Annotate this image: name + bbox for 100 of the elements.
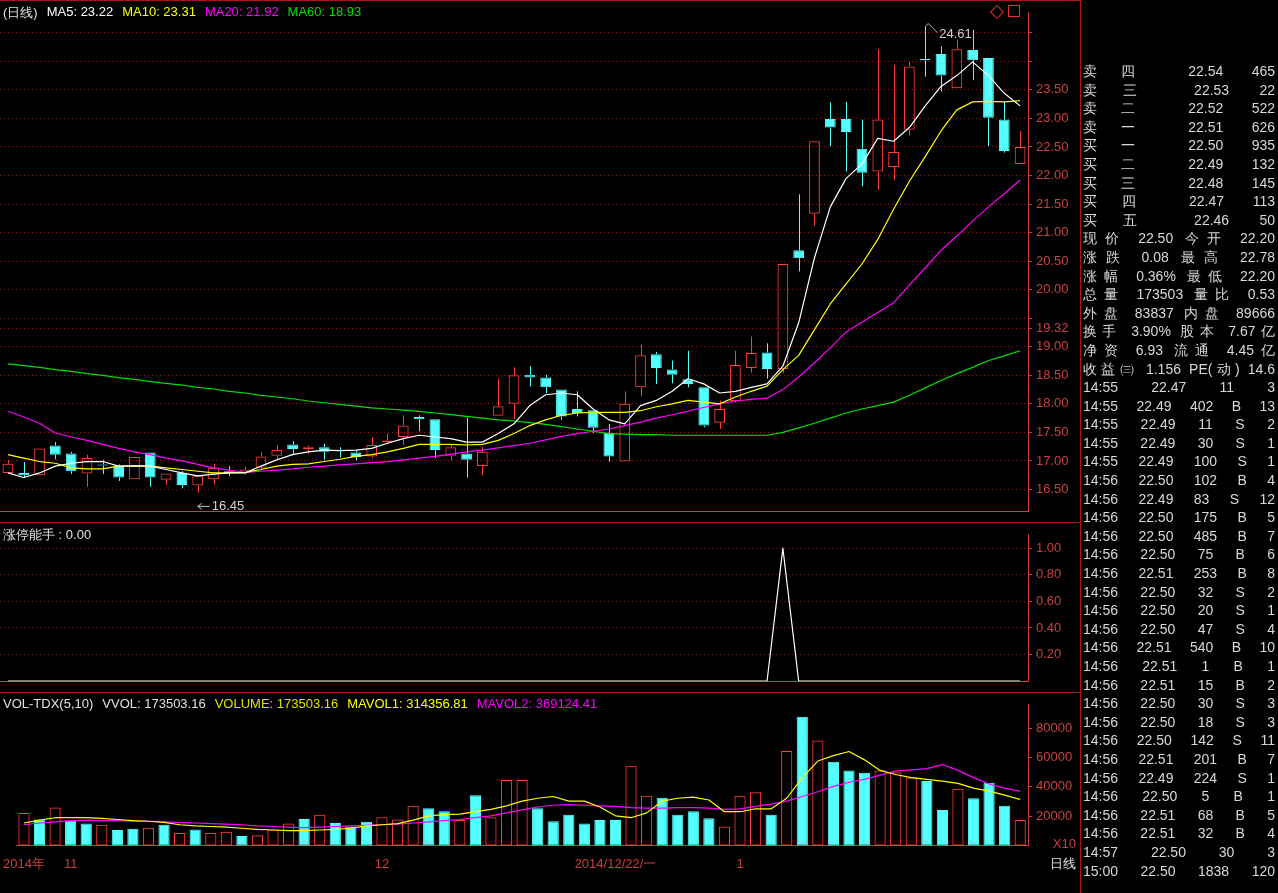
text: 14:56 22.50 32 S 2 [1083, 582, 1275, 602]
y-tick-label: 22.00 [1036, 167, 1069, 183]
x-tick-label: 2014年 [3, 855, 45, 871]
text: 14:56 22.50 30 S 3 [1083, 694, 1275, 713]
text: 14:56 22.51 540 B 10 [1083, 638, 1275, 657]
y-tick-label: 0.20 [1036, 646, 1062, 662]
text: 涨幅 0.36% 最低 22.20 [1083, 266, 1275, 286]
y-tick-label: 19.00 [1036, 338, 1069, 354]
bar [80, 823, 92, 846]
candlestick [793, 193, 805, 272]
bar [438, 811, 450, 846]
candlestick [935, 45, 947, 93]
text: 14:56 22.50 175 B 5 [1083, 508, 1275, 527]
y-tick-label: 0.60 [1036, 592, 1062, 608]
bar [563, 814, 575, 846]
text: 现价 22.50 今开 22.20 [1083, 229, 1275, 248]
text: 买一 22.50 935 [1083, 136, 1275, 155]
bar [983, 782, 995, 846]
bar [547, 821, 559, 846]
bar [65, 820, 77, 846]
y-tick-label: 23.00 [1036, 110, 1069, 125]
text: 外盘 83837 内盘 89666 [1083, 303, 1275, 323]
text: 14:55 22.49 402 B 13 [1083, 396, 1275, 416]
text: 14:56 22.49 224 S 1 [1083, 768, 1275, 788]
bar [532, 808, 544, 846]
y-tick-label: 20.00 [1036, 281, 1069, 297]
text: 总量 173503 量比 0.53 [1083, 285, 1275, 304]
text: 净资 6.93 流通 4.45亿 [1083, 340, 1275, 360]
y-tick-label: 18.50 [1036, 366, 1069, 382]
bar [469, 795, 481, 846]
text: 14:56 22.51 1 B 1 [1083, 657, 1275, 676]
bar [858, 772, 871, 846]
y-tick-label: 20.50 [1036, 252, 1069, 268]
text: 涨跌 0.08 最高 22.78 [1083, 247, 1275, 267]
annotation: VVOL: 173503.16 [102, 696, 206, 711]
text: 14:56 22.50 5 B 1 [1083, 787, 1275, 806]
text: 卖四 22.54 465 [1083, 62, 1275, 81]
text: MA20: 21.92 [204, 4, 279, 21]
text: 14:56 22.50 18 S 3 [1083, 712, 1275, 732]
candlestick [998, 101, 1010, 154]
text: 14:56 22.50 485 B 7 [1083, 526, 1275, 546]
bar [672, 814, 684, 846]
text: 14:56 22.50 142 S 11 [1083, 731, 1275, 750]
x-tick-label: 2014/12/22/一 [574, 855, 657, 871]
bar [936, 809, 948, 846]
text: 14:56 22.51 68 B 5 [1083, 805, 1275, 825]
text: 买五 22.46 50 [1083, 210, 1275, 230]
y-tick-label: 16.50 [1036, 481, 1069, 497]
candlestick [524, 365, 536, 388]
y-tick-label: 22.50 [1036, 138, 1069, 154]
text: 14:56 22.50 75 B 6 [1083, 545, 1275, 565]
text: 14:55 22.47 11 3 [1083, 378, 1275, 397]
y-tick-label: 21.00 [1036, 224, 1069, 240]
text: X10 [1052, 836, 1076, 851]
candlestick [571, 390, 583, 417]
candlestick [983, 57, 994, 147]
text: 换手 3.90% 股本 7.67亿 [1083, 322, 1275, 341]
text: MAVOL2: 369124.41 [476, 696, 598, 711]
candlestick [461, 417, 472, 479]
text: 14:56 22.50 102 B 4 [1083, 471, 1275, 490]
y-tick-label: 17.50 [1036, 423, 1069, 439]
y-tick-label: 21.50 [1036, 195, 1069, 211]
text: MAVOL1: 314356.81 [347, 696, 468, 711]
text: 14:55 22.49 100 S 1 [1083, 452, 1275, 472]
candlestick [666, 359, 678, 384]
bar [594, 820, 606, 846]
bar [423, 808, 435, 846]
y-tick-label: 40000 [1036, 778, 1073, 794]
text: 14:56 22.50 47 S 4 [1083, 619, 1275, 639]
y-tick-label: 60000 [1036, 749, 1073, 765]
bar [656, 797, 668, 846]
bar [999, 805, 1011, 846]
y-tick-label: 19.32 [1036, 320, 1069, 336]
text: 14:55 22.49 30 S 1 [1083, 433, 1275, 453]
chart-title: VOL-TDX(5,10) [3, 696, 94, 711]
y-tick-label: 23.50 [1036, 81, 1069, 97]
bar [609, 820, 622, 846]
text: 卖一 22.51 626 [1083, 117, 1275, 137]
bar [578, 823, 590, 846]
text: 14:56 22.51 201 B 7 [1083, 749, 1275, 769]
x-tick-label: 1 [736, 855, 744, 871]
x-tick-label: 11 [63, 855, 78, 871]
bar [967, 798, 980, 846]
y-tick-label: 80000 [1036, 719, 1073, 735]
bar [33, 819, 46, 846]
bar [796, 716, 808, 846]
bar [921, 781, 933, 846]
y-tick-label: 18.00 [1036, 395, 1069, 411]
text: 14:56 22.49 83 S 12 [1083, 489, 1275, 509]
y-tick-label: 17.00 [1036, 452, 1069, 468]
bar [843, 770, 855, 846]
bar [765, 814, 777, 846]
y-tick-label: 0.40 [1036, 619, 1062, 635]
text: 买四 22.47 113 [1083, 192, 1275, 211]
text: MA60: 18.93 [287, 4, 362, 21]
text: 14:57 22.50 30 3 [1083, 842, 1275, 862]
annotation: 16.45 [211, 497, 245, 513]
annotation: 24.61 [939, 26, 972, 42]
text: 日线 [1050, 855, 1076, 873]
text: 卖三 22.53 22 [1083, 80, 1275, 100]
